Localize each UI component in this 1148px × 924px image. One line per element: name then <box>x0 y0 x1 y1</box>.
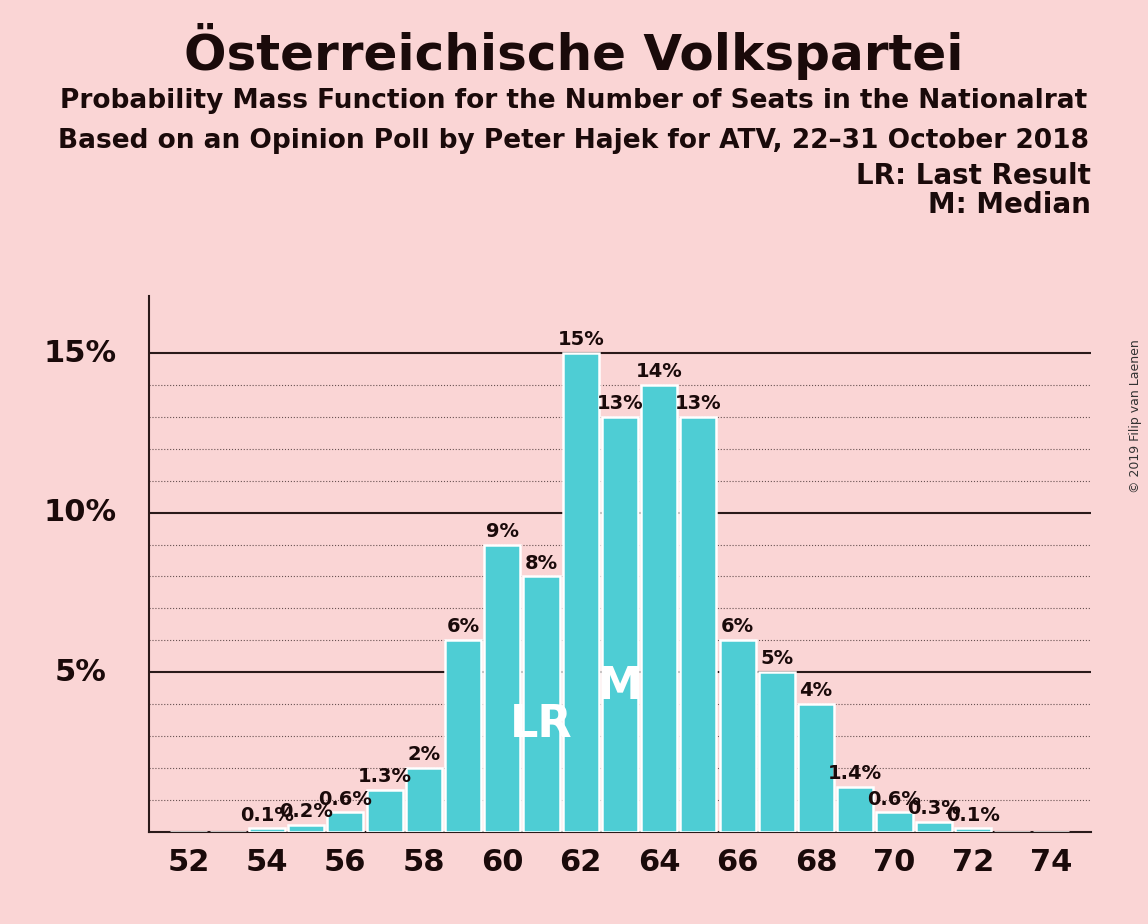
Text: Probability Mass Function for the Number of Seats in the Nationalrat: Probability Mass Function for the Number… <box>61 88 1087 114</box>
Text: 5%: 5% <box>760 650 793 668</box>
Text: 13%: 13% <box>675 394 722 413</box>
Text: 1.3%: 1.3% <box>357 767 412 786</box>
Bar <box>602 417 638 832</box>
Text: 15%: 15% <box>557 330 604 349</box>
Text: 1.4%: 1.4% <box>828 764 883 784</box>
Bar <box>405 768 442 832</box>
Bar <box>720 640 755 832</box>
Bar <box>641 385 677 832</box>
Bar <box>916 822 952 832</box>
Bar <box>523 577 559 832</box>
Text: 0.3%: 0.3% <box>907 799 961 819</box>
Text: 2%: 2% <box>408 745 441 764</box>
Bar <box>249 829 285 832</box>
Text: LR: LR <box>510 703 573 746</box>
Text: 10%: 10% <box>44 498 117 527</box>
Text: M: Median: M: Median <box>928 191 1091 219</box>
Bar <box>327 812 364 832</box>
Text: Österreichische Volkspartei: Österreichische Volkspartei <box>184 23 964 80</box>
Text: 6%: 6% <box>721 617 754 637</box>
Text: 13%: 13% <box>597 394 643 413</box>
Text: 0.1%: 0.1% <box>946 806 1000 824</box>
Text: 4%: 4% <box>799 681 832 700</box>
Text: 14%: 14% <box>636 362 683 382</box>
Text: 0.6%: 0.6% <box>318 790 372 808</box>
Bar <box>759 672 794 832</box>
Text: 5%: 5% <box>54 658 107 687</box>
Bar <box>288 825 324 832</box>
Text: Based on an Opinion Poll by Peter Hajek for ATV, 22–31 October 2018: Based on an Opinion Poll by Peter Hajek … <box>59 128 1089 153</box>
Bar <box>484 544 520 832</box>
Bar <box>681 417 716 832</box>
Text: 6%: 6% <box>447 617 480 637</box>
Bar <box>366 790 403 832</box>
Text: 0.6%: 0.6% <box>868 790 922 808</box>
Text: M: M <box>598 665 642 708</box>
Text: 0.2%: 0.2% <box>279 802 333 821</box>
Text: 9%: 9% <box>486 522 519 541</box>
Bar <box>445 640 481 832</box>
Bar <box>837 787 874 832</box>
Text: LR: Last Result: LR: Last Result <box>855 162 1091 189</box>
Bar <box>876 812 913 832</box>
Text: 15%: 15% <box>44 338 117 368</box>
Bar <box>563 353 599 832</box>
Bar <box>798 704 835 832</box>
Bar <box>955 829 991 832</box>
Text: 0.1%: 0.1% <box>240 806 294 824</box>
Text: © 2019 Filip van Laenen: © 2019 Filip van Laenen <box>1130 339 1142 492</box>
Text: 8%: 8% <box>525 553 558 573</box>
